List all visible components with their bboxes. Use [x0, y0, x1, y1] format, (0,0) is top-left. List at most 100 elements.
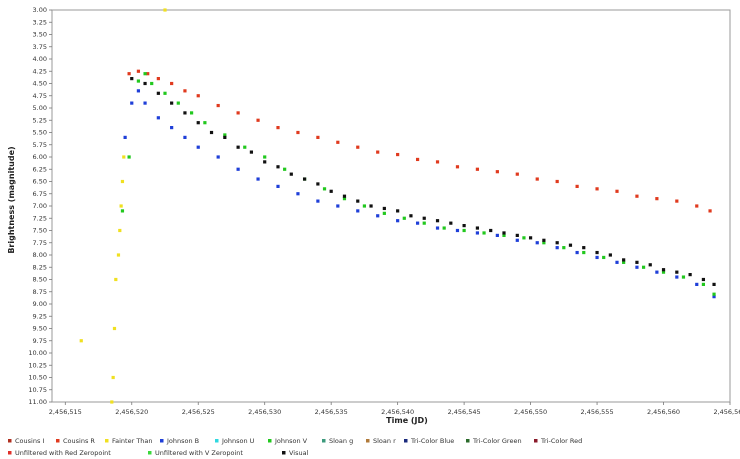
- y-tick-label: 7.00: [33, 202, 47, 210]
- legend-label: Unfiltered with Red Zeropoint: [15, 449, 111, 457]
- data-point: [475, 167, 480, 171]
- data-point: [475, 226, 480, 230]
- data-point: [555, 179, 559, 184]
- legend-swatch: [160, 439, 164, 443]
- data-point: [515, 233, 519, 237]
- data-point: [189, 111, 194, 115]
- x-tick-label: 2,456,530: [248, 408, 281, 416]
- data-point: [127, 72, 131, 76]
- data-point: [415, 157, 420, 162]
- data-point: [522, 236, 526, 240]
- data-point: [688, 273, 692, 277]
- data-point: [582, 250, 586, 255]
- data-point: [136, 69, 141, 73]
- data-point: [582, 246, 586, 250]
- data-point: [276, 165, 280, 169]
- data-point: [276, 126, 280, 130]
- y-tick-label: 6.25: [33, 165, 47, 173]
- data-point: [356, 209, 360, 213]
- y-tick-label: 9.75: [33, 337, 47, 345]
- data-point: [120, 179, 125, 184]
- legend-swatch: [105, 439, 109, 443]
- data-point: [263, 155, 267, 159]
- data-point: [356, 145, 360, 149]
- data-point: [502, 233, 506, 237]
- data-point: [482, 231, 486, 235]
- data-point: [575, 184, 579, 188]
- data-point: [382, 206, 386, 211]
- y-tick-label: 3.00: [33, 6, 47, 14]
- data-point: [568, 243, 573, 247]
- y-tick-label: 5.50: [33, 129, 47, 137]
- y-tick-label: 7.25: [33, 214, 47, 222]
- y-tick-label: 4.75: [33, 92, 47, 100]
- data-point: [136, 79, 141, 83]
- legend-swatch: [215, 439, 219, 443]
- data-point: [622, 260, 626, 264]
- data-point: [489, 228, 493, 233]
- data-point: [356, 199, 360, 203]
- data-point: [183, 135, 187, 139]
- data-point: [283, 167, 287, 171]
- legend-swatch: [282, 451, 286, 455]
- y-tick-label: 6.50: [33, 178, 47, 186]
- data-point: [369, 204, 373, 208]
- y-tick-label: 10.75: [28, 386, 47, 394]
- legend-label: Fainter Than: [112, 437, 153, 445]
- legend-swatch: [56, 439, 60, 443]
- data-point: [396, 152, 400, 157]
- data-point: [236, 145, 240, 149]
- data-point: [396, 209, 400, 213]
- y-tick-label: 5.00: [33, 104, 47, 112]
- data-point: [415, 221, 420, 225]
- data-point: [263, 160, 267, 164]
- data-point: [648, 263, 652, 267]
- legend-swatch: [8, 439, 12, 443]
- data-point: [143, 81, 147, 86]
- data-point: [118, 228, 122, 233]
- data-point: [163, 8, 167, 12]
- data-point: [336, 204, 340, 208]
- data-point: [183, 111, 187, 115]
- data-point: [176, 101, 180, 105]
- data-point: [256, 118, 260, 122]
- data-point: [170, 81, 174, 86]
- data-point: [156, 77, 160, 81]
- legend-item: Sloan r: [366, 437, 396, 445]
- data-point: [296, 130, 300, 135]
- data-point: [249, 150, 254, 154]
- x-tick-label: 2,456,525: [182, 408, 215, 416]
- data-point: [396, 219, 400, 223]
- data-point: [655, 270, 659, 274]
- data-point: [435, 219, 440, 223]
- data-point: [163, 91, 167, 95]
- data-point: [302, 177, 307, 181]
- data-point: [183, 89, 187, 93]
- legend-item: Johnson V: [268, 437, 308, 445]
- legend-item: Tri-Color Blue: [404, 437, 454, 445]
- data-point: [243, 145, 247, 149]
- y-tick-label: 3.75: [33, 43, 47, 51]
- data-point: [495, 233, 499, 237]
- data-point: [150, 81, 154, 86]
- data-point: [455, 165, 460, 169]
- y-tick-label: 6.75: [33, 190, 47, 198]
- y-tick-label: 5.25: [33, 116, 47, 124]
- data-point: [409, 214, 413, 218]
- data-point: [223, 135, 227, 139]
- data-point: [555, 246, 559, 250]
- y-tick-label: 9.25: [33, 312, 47, 320]
- data-point: [146, 72, 150, 76]
- data-point: [435, 226, 440, 230]
- legend-swatch: [366, 439, 370, 443]
- data-point: [203, 121, 207, 125]
- legend-item: Visual: [282, 449, 309, 457]
- legend-item: Tri-Color Green: [466, 437, 522, 445]
- series-johnson-v: [120, 72, 716, 296]
- y-tick-label: 11.00: [28, 398, 47, 406]
- data-point: [462, 228, 466, 233]
- data-point: [562, 246, 566, 250]
- data-point: [296, 192, 300, 196]
- data-point: [635, 265, 639, 269]
